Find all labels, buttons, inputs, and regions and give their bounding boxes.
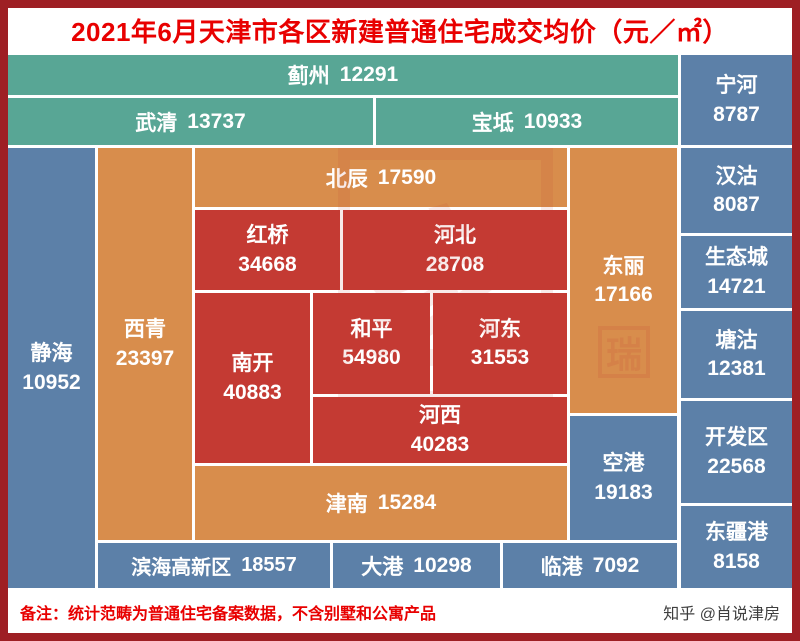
district-name: 河东: [479, 317, 521, 341]
district-name: 南开: [231, 352, 274, 376]
district-price: 31553: [470, 346, 530, 369]
district-price: 15284: [377, 491, 437, 514]
district-price: 10952: [22, 370, 81, 394]
author-credit: 知乎 @肖说津房: [663, 606, 780, 623]
district-nankai: 南开 40883: [195, 293, 310, 463]
district-name: 生态城: [705, 246, 768, 270]
district-price: 23397: [115, 346, 175, 370]
district-shengtaicheng: 生态城 14721: [681, 236, 792, 308]
district-dongli: 东丽 17166: [570, 148, 677, 413]
district-dagang: 大港 10298: [333, 543, 500, 588]
district-jizhou: 蓟州 12291: [8, 55, 678, 95]
district-name: 河西: [419, 404, 461, 428]
district-price: 19183: [594, 480, 653, 504]
district-lingang: 临港 7092: [503, 543, 677, 588]
district-jinnan: 津南 15284: [195, 466, 567, 540]
page-title: 2021年6月天津市各区新建普通住宅成交均价（元／㎡）: [8, 8, 792, 52]
district-heping: 和平 54980: [313, 293, 430, 394]
district-name: 西青: [124, 318, 166, 342]
district-price: 18557: [241, 554, 297, 576]
district-name: 蓟州: [287, 65, 330, 88]
district-price: 10298: [413, 553, 472, 577]
district-tanggu: 塘沽 12381: [681, 311, 792, 398]
district-name: 空港: [602, 452, 645, 476]
map-inner: 2021年6月天津市各区新建普通住宅成交均价（元／㎡） 蓟州 12291 宁河 …: [8, 8, 792, 633]
district-name: 红桥: [246, 224, 289, 248]
district-price: 10933: [523, 109, 583, 133]
district-name: 静海: [30, 342, 73, 366]
district-price: 8087: [713, 193, 760, 216]
district-price: 34668: [238, 252, 297, 276]
district-price: 28708: [425, 252, 485, 276]
district-price: 17166: [594, 283, 653, 306]
district-name: 北辰: [325, 167, 368, 191]
district-price: 13737: [187, 109, 246, 133]
district-name: 东丽: [602, 254, 645, 278]
district-name: 武清: [135, 111, 178, 135]
district-hebei: 河北 28708: [343, 210, 567, 290]
district-beichen: 北辰 17590: [195, 148, 567, 207]
district-name: 塘沽: [715, 328, 758, 352]
district-hongqiao: 红桥 34668: [195, 210, 340, 290]
district-price: 12291: [339, 63, 399, 86]
district-name: 滨海高新区: [131, 557, 232, 579]
district-price: 12381: [707, 357, 766, 380]
district-konggang: 空港 19183: [570, 416, 677, 540]
district-wuqing: 武清 13737: [8, 98, 373, 145]
district-hedong: 河东 31553: [433, 293, 567, 394]
district-price: 8787: [713, 102, 760, 126]
district-dongjianggang: 东疆港 8158: [681, 506, 792, 588]
district-name: 和平: [350, 317, 393, 341]
district-price: 40283: [410, 432, 470, 456]
district-hexi: 河西 40283: [313, 397, 567, 463]
district-name: 津南: [325, 493, 368, 516]
district-price: 7092: [592, 553, 640, 577]
district-ninghe: 宁河 8787: [681, 55, 792, 145]
district-name: 大港: [361, 555, 404, 579]
district-name: 汉沽: [715, 164, 758, 188]
district-name: 宝坻: [471, 111, 514, 135]
district-name: 临港: [540, 555, 583, 579]
district-price: 22568: [707, 454, 766, 478]
district-price: 54980: [342, 346, 401, 369]
district-price: 8158: [713, 549, 760, 573]
district-xiqing: 西青 23397: [98, 148, 192, 540]
district-jinghai: 静海 10952: [8, 148, 95, 588]
footnote: 备注：统计范畴为普通住宅备案数据，不含别墅和公寓产品: [20, 606, 437, 623]
district-kaifaqu: 开发区 22568: [681, 401, 792, 503]
district-price: 14721: [707, 274, 766, 298]
district-name: 东疆港: [705, 521, 768, 545]
district-hangu: 汉沽 8087: [681, 148, 792, 233]
district-baodi: 宝坻 10933: [376, 98, 678, 145]
district-price: 17590: [377, 165, 437, 189]
footer-bar: 备注：统计范畴为普通住宅备案数据，不含别墅和公寓产品 知乎 @肖说津房: [8, 591, 792, 633]
district-name: 开发区: [705, 426, 768, 450]
district-name: 河北: [434, 224, 476, 248]
district-price: 40883: [223, 380, 282, 404]
district-name: 宁河: [715, 74, 758, 98]
district-binhai: 滨海高新区 18557: [98, 543, 330, 588]
